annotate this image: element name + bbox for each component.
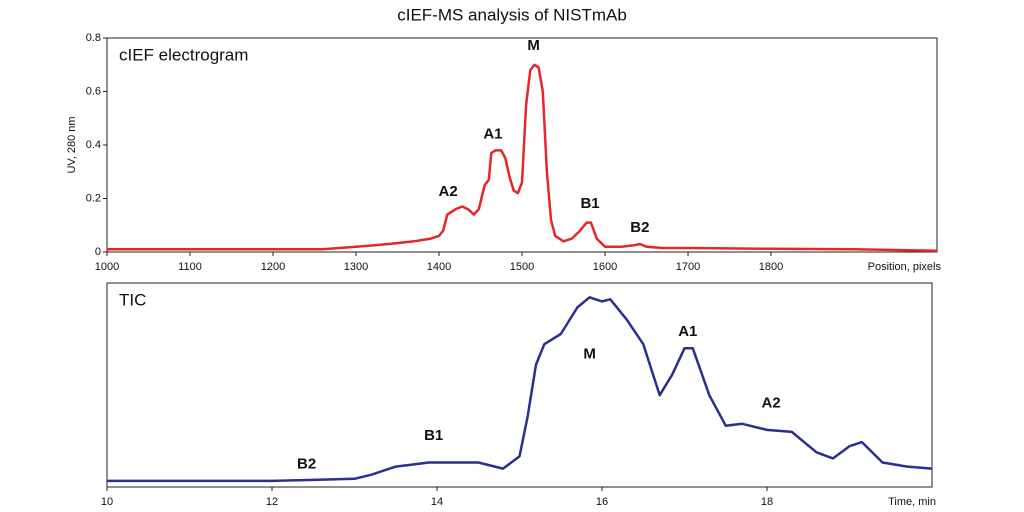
x-tick-label: 1400	[427, 261, 451, 273]
x-tick-label: 18	[761, 496, 773, 508]
plot-frame	[106, 282, 933, 488]
x-tick-label: 16	[596, 496, 608, 508]
peak-label: M	[583, 345, 596, 362]
plot-frame	[106, 37, 938, 253]
peak-label: A1	[483, 125, 502, 142]
y-tick-label: 0	[95, 246, 101, 258]
x-tick-label: 1600	[593, 261, 617, 273]
x-tick-label: 1200	[261, 261, 285, 273]
chart-title: cIEF-MS analysis of NISTmAb	[397, 5, 627, 24]
x-tick-label: 1000	[95, 261, 119, 273]
y-tick-label: 0.4	[86, 139, 101, 151]
peak-label: B2	[297, 456, 316, 473]
x-tick-label: 1500	[510, 261, 534, 273]
peak-label: A1	[678, 323, 697, 340]
y-axis-label: UV, 280 nm	[66, 116, 78, 173]
y-tick-label: 0.6	[86, 85, 101, 97]
x-tick-label: 14	[431, 496, 443, 508]
panel-title: cIEF electrogram	[119, 45, 248, 64]
data-line	[107, 63, 938, 252]
x-tick-label: 1800	[759, 261, 783, 273]
peak-label: A2	[439, 183, 458, 200]
x-axis-label: Time, min	[888, 496, 936, 508]
x-tick-label: 10	[101, 496, 113, 508]
y-tick-label: 0.2	[86, 192, 101, 204]
peak-label: B2	[630, 219, 649, 236]
peak-label: B1	[580, 195, 599, 212]
x-tick-label: 12	[266, 496, 278, 508]
y-tick-label: 0.8	[86, 32, 101, 44]
x-tick-label: 1300	[344, 261, 368, 273]
data-line	[107, 296, 933, 483]
peak-label: M	[527, 37, 540, 54]
x-tick-label: 1100	[178, 261, 202, 273]
x-axis-label: Position, pixels	[868, 261, 942, 273]
x-tick-label: 1700	[676, 261, 700, 273]
panel-title: TIC	[119, 290, 146, 309]
peak-label: A2	[762, 394, 781, 411]
peak-label: B1	[424, 427, 443, 444]
